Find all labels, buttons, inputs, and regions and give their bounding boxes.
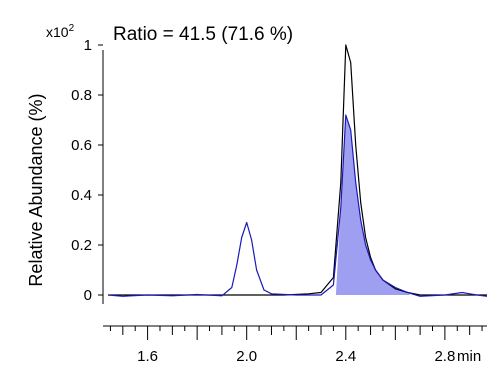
- y-tick-label: 0.8: [71, 87, 92, 104]
- series-line-blue: [108, 115, 487, 296]
- y-tick-label: 0.4: [71, 187, 92, 204]
- y-axis-title: Relative Abundance (%): [26, 93, 46, 286]
- x-tick-label: 2.0: [236, 348, 257, 365]
- x-unit-label: min: [457, 348, 481, 365]
- y-tick-label: 0: [84, 287, 92, 304]
- y-tick-label: 0.6: [71, 137, 92, 154]
- y-tick-label: 1: [84, 37, 92, 54]
- shaded-peak-area: [336, 115, 410, 295]
- x-tick-label: 2.4: [335, 348, 356, 365]
- y-multiplier-label: x102: [46, 23, 75, 40]
- x-tick-label: 1.6: [137, 348, 158, 365]
- series-line-black: [108, 45, 487, 295]
- x-tick-label: 2.8: [434, 348, 455, 365]
- ratio-annotation: Ratio = 41.5 (71.6 %): [113, 24, 293, 45]
- y-tick-label: 0.2: [71, 237, 92, 254]
